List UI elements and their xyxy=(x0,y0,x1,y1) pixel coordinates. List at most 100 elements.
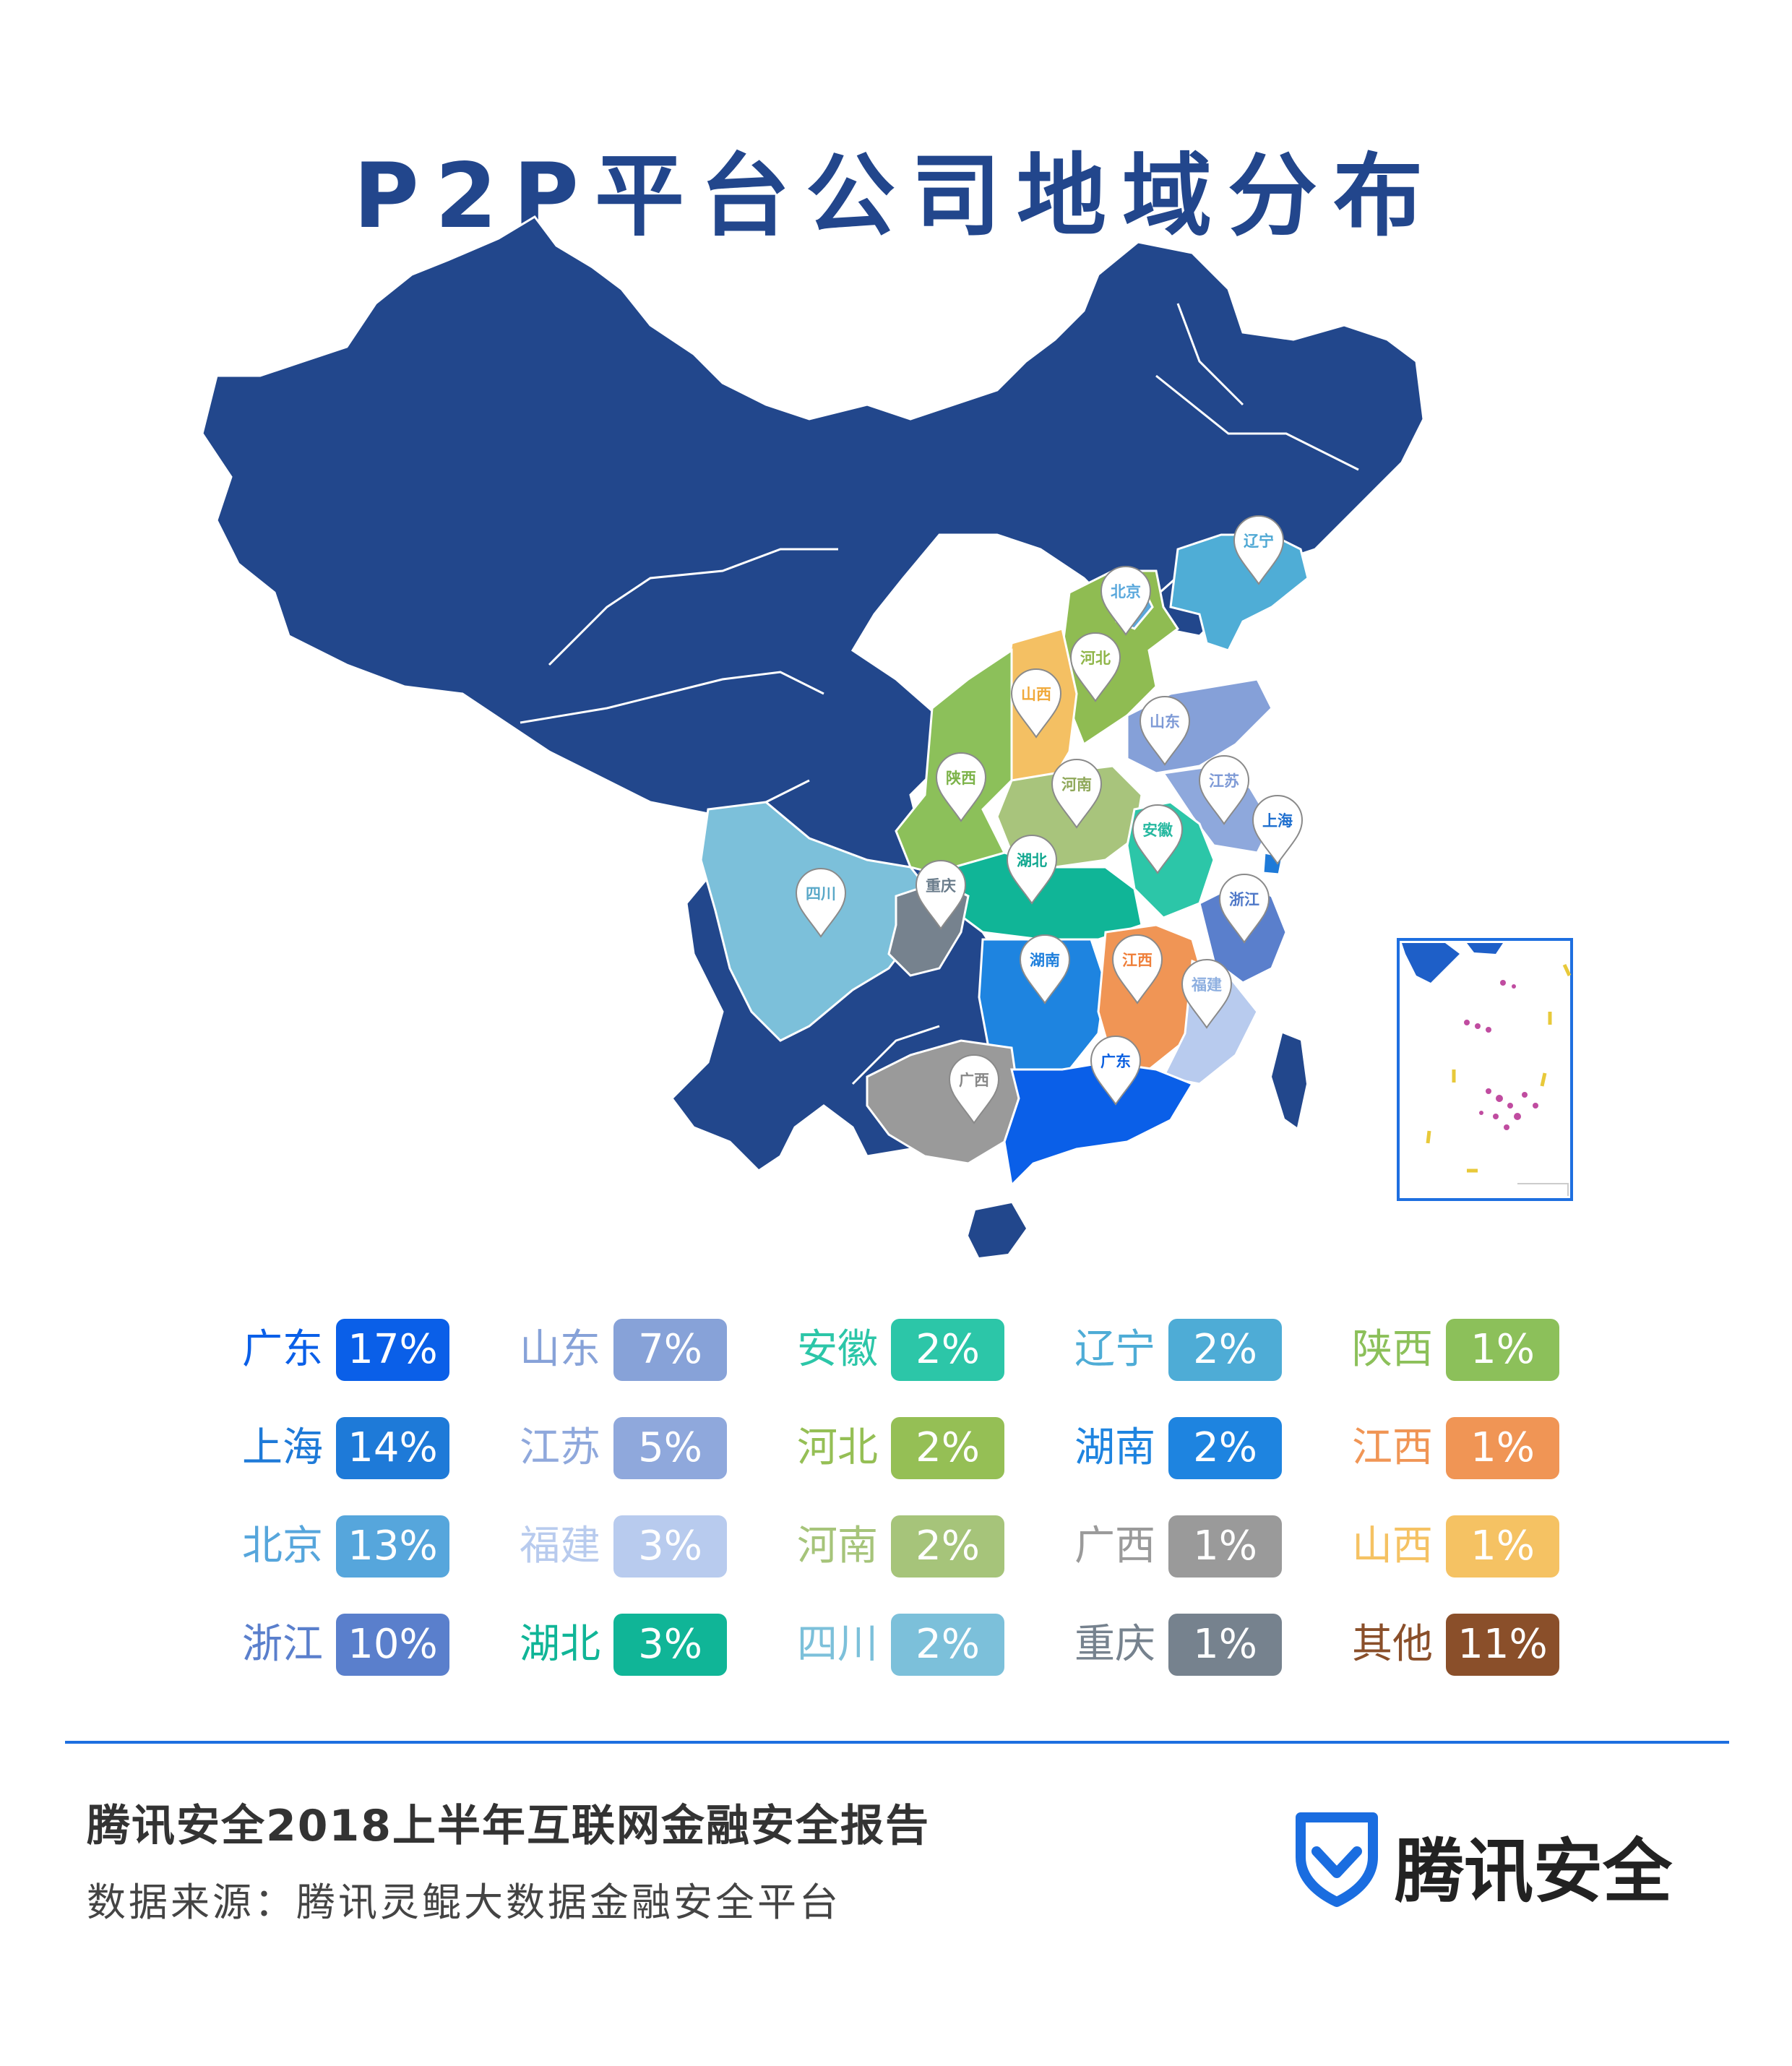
map-pin: 浙江 xyxy=(1218,874,1270,944)
pin-label: 上海 xyxy=(1262,812,1293,830)
legend-item: 四川 2% xyxy=(797,1614,1014,1676)
pin-marker-icon xyxy=(1090,1036,1142,1106)
pin-marker-icon xyxy=(1218,874,1270,944)
pin-label: 广东 xyxy=(1100,1053,1131,1070)
legend-item: 上海 14% xyxy=(242,1417,459,1479)
legend-percentage-badge: 11% xyxy=(1446,1614,1559,1676)
south-china-sea-inset xyxy=(1397,938,1573,1201)
pin-marker-icon xyxy=(1111,934,1163,1004)
legend-percentage-badge: 7% xyxy=(613,1319,727,1381)
legend-region-name: 河南 xyxy=(797,1523,878,1570)
legend-region-name: 湖南 xyxy=(1074,1424,1155,1471)
legend-item: 湖北 3% xyxy=(520,1614,736,1676)
legend-item: 福建 3% xyxy=(520,1515,736,1578)
legend-region-name: 广东 xyxy=(242,1326,323,1373)
legend-item: 山东 7% xyxy=(520,1319,736,1381)
map-pin: 河南 xyxy=(1051,759,1103,829)
pin-label: 河南 xyxy=(1061,776,1092,793)
map-pin: 湖北 xyxy=(1006,835,1058,905)
pin-label: 江苏 xyxy=(1209,772,1239,790)
pin-label: 北京 xyxy=(1111,583,1141,601)
report-title: 腾讯安全2018上半年互联网金融安全报告 xyxy=(87,1801,930,1851)
legend-item: 河北 2% xyxy=(797,1417,1014,1479)
pin-label: 重庆 xyxy=(926,877,956,895)
pin-marker-icon xyxy=(1139,696,1191,766)
legend-region-name: 辽宁 xyxy=(1074,1326,1155,1373)
pin-marker-icon xyxy=(935,752,987,822)
map-pin: 福建 xyxy=(1181,959,1233,1029)
pin-marker-icon xyxy=(1006,835,1058,905)
map-pin: 江苏 xyxy=(1198,755,1250,825)
map-pin: 河北 xyxy=(1069,632,1121,702)
taiwan-island xyxy=(1272,1033,1306,1127)
map-pin: 山西 xyxy=(1010,668,1062,739)
legend-item: 陕西 1% xyxy=(1352,1319,1569,1381)
legend-item: 广西 1% xyxy=(1074,1515,1291,1578)
map-pin: 安徽 xyxy=(1132,804,1184,874)
pin-label: 湖北 xyxy=(1017,852,1047,869)
pin-label: 江西 xyxy=(1122,952,1153,969)
pin-label: 湖南 xyxy=(1030,952,1060,969)
legend-region-name: 江苏 xyxy=(520,1424,600,1471)
legend-percentage-badge: 2% xyxy=(891,1614,1004,1676)
legend-region-name: 山西 xyxy=(1352,1523,1433,1570)
legend: 广东 17% 上海 14% 北京 13% 浙江 10% 山东 7% 江苏 5% 福建 3% 湖北 3% 安徽 2%… xyxy=(242,1319,1586,1723)
pin-marker-icon xyxy=(1252,795,1304,865)
legend-item: 浙江 10% xyxy=(242,1614,459,1676)
legend-item: 北京 13% xyxy=(242,1515,459,1578)
hainan-island xyxy=(968,1203,1026,1257)
pin-marker-icon xyxy=(948,1054,1000,1124)
legend-item: 江苏 5% xyxy=(520,1417,736,1479)
map-pin: 湖南 xyxy=(1019,934,1071,1004)
map-pin: 辽宁 xyxy=(1233,515,1285,585)
legend-percentage-badge: 1% xyxy=(1446,1319,1559,1381)
brand-logo: 腾讯安全 xyxy=(1286,1807,1691,1912)
footer-divider xyxy=(65,1741,1729,1744)
legend-percentage-badge: 1% xyxy=(1168,1515,1282,1578)
pin-label: 陕西 xyxy=(946,770,976,787)
brand-name: 腾讯安全 xyxy=(1395,1831,1672,1912)
pin-label: 辽宁 xyxy=(1244,533,1274,550)
pin-label: 山西 xyxy=(1021,686,1051,703)
data-source: 数据来源：腾讯灵鲲大数据金融安全平台 xyxy=(87,1880,841,1925)
legend-region-name: 其他 xyxy=(1352,1621,1433,1668)
pin-marker-icon xyxy=(1181,959,1233,1029)
legend-percentage-badge: 10% xyxy=(336,1614,449,1676)
pin-marker-icon xyxy=(795,868,847,938)
legend-percentage-badge: 1% xyxy=(1446,1417,1559,1479)
legend-item: 江西 1% xyxy=(1352,1417,1569,1479)
pin-marker-icon xyxy=(1233,515,1285,585)
legend-percentage-badge: 5% xyxy=(613,1417,727,1479)
pin-marker-icon xyxy=(1010,668,1062,739)
pin-marker-icon xyxy=(1019,934,1071,1004)
legend-region-name: 湖北 xyxy=(520,1621,600,1668)
map-pin: 陕西 xyxy=(935,752,987,822)
pin-label: 广西 xyxy=(959,1072,989,1089)
legend-percentage-badge: 3% xyxy=(613,1614,727,1676)
legend-region-name: 四川 xyxy=(797,1621,878,1668)
legend-percentage-badge: 17% xyxy=(336,1319,449,1381)
legend-item: 安徽 2% xyxy=(797,1319,1014,1381)
legend-percentage-badge: 2% xyxy=(1168,1417,1282,1479)
map-pin: 山东 xyxy=(1139,696,1191,766)
legend-region-name: 北京 xyxy=(242,1523,323,1570)
legend-percentage-badge: 14% xyxy=(336,1417,449,1479)
legend-region-name: 上海 xyxy=(242,1424,323,1471)
legend-region-name: 山东 xyxy=(520,1326,600,1373)
pin-label: 安徽 xyxy=(1142,822,1173,839)
legend-item: 重庆 1% xyxy=(1074,1614,1291,1676)
legend-percentage-badge: 1% xyxy=(1168,1614,1282,1676)
legend-percentage-badge: 2% xyxy=(891,1417,1004,1479)
map-pin: 广西 xyxy=(948,1054,1000,1124)
legend-item: 河南 2% xyxy=(797,1515,1014,1578)
map-pin: 重庆 xyxy=(915,860,967,930)
legend-item: 湖南 2% xyxy=(1074,1417,1291,1479)
pin-label: 四川 xyxy=(806,885,836,903)
pin-marker-icon xyxy=(1100,566,1152,636)
legend-region-name: 重庆 xyxy=(1074,1621,1155,1668)
map-pin: 广东 xyxy=(1090,1036,1142,1106)
pin-marker-icon xyxy=(1051,759,1103,829)
legend-region-name: 河北 xyxy=(797,1424,878,1471)
